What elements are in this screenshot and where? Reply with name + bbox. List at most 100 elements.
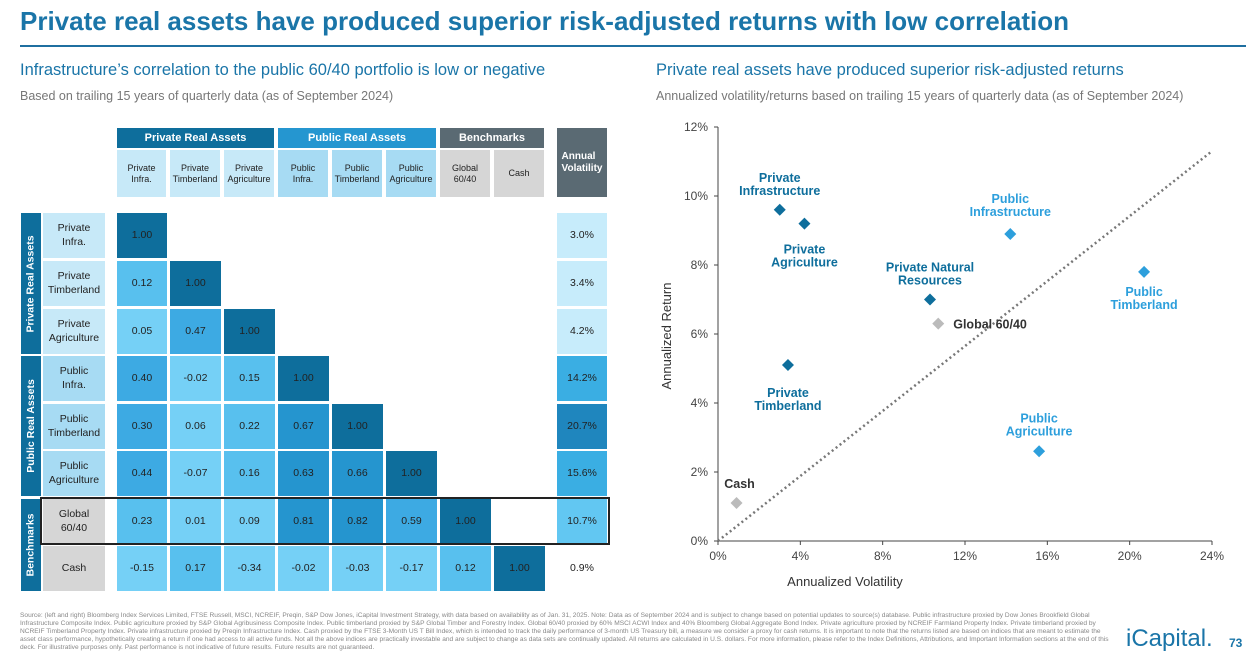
column-header: Cash xyxy=(494,150,544,197)
correlation-cell: 0.44 xyxy=(117,451,167,496)
data-point-label-line: Cash xyxy=(724,477,755,491)
correlation-cell: -0.34 xyxy=(224,546,275,591)
volatility-cell: 4.2% xyxy=(557,309,607,354)
y-axis-label: Annualized Return xyxy=(659,283,674,390)
volatility-cell: 15.6% xyxy=(557,451,607,496)
row-header: Private Agriculture xyxy=(43,309,105,354)
y-tick-label: 10% xyxy=(684,189,708,203)
highlight-global-6040 xyxy=(40,497,610,545)
correlation-cell: -0.02 xyxy=(170,356,221,401)
correlation-cell: 0.12 xyxy=(440,546,491,591)
page-title: Private real assets have produced superi… xyxy=(20,6,1070,36)
correlation-cell: 0.59 xyxy=(386,499,437,544)
y-tick-label: 2% xyxy=(691,465,709,479)
data-point-label: Public Timberland xyxy=(1110,285,1177,312)
correlation-cell: 0.47 xyxy=(170,309,221,354)
correlation-cell: 1.00 xyxy=(440,499,491,544)
row-header: Global 60/40 xyxy=(43,499,105,544)
data-point-marker xyxy=(932,317,945,330)
row-header: Cash xyxy=(43,546,105,591)
icapital-logo: iCapital. xyxy=(1126,625,1213,652)
column-group-header: Benchmarks xyxy=(440,128,544,148)
data-point-label-line: Resources xyxy=(898,274,962,288)
row-header: Public Timberland xyxy=(43,404,105,449)
x-tick-label: 8% xyxy=(874,549,892,563)
column-header: Public Agriculture xyxy=(386,150,436,197)
correlation-cell: 0.01 xyxy=(170,499,221,544)
y-tick-label: 12% xyxy=(684,120,708,134)
data-point-label: Private Infrastructure xyxy=(739,171,820,198)
data-point-label-line: Public xyxy=(1125,285,1163,299)
data-point-label-line: Infrastructure xyxy=(970,205,1051,219)
x-tick-label: 20% xyxy=(1118,549,1142,563)
row-header: Private Infra. xyxy=(43,213,105,258)
column-group-header: Public Real Assets xyxy=(278,128,436,148)
data-point-marker xyxy=(730,497,743,510)
data-point-label-line: Agriculture xyxy=(1006,424,1073,438)
data-point-label-line: Agriculture xyxy=(771,256,838,270)
correlation-cell: -0.03 xyxy=(332,546,383,591)
correlation-cell: 0.81 xyxy=(278,499,329,544)
column-header: Private Agriculture xyxy=(224,150,274,197)
row-header: Private Timberland xyxy=(43,261,105,306)
data-point-label: Private Agriculture xyxy=(771,243,838,270)
reference-line xyxy=(717,150,1213,542)
data-point-label: Cash xyxy=(724,477,755,491)
right-note: Annualized volatility/returns based on t… xyxy=(656,89,1184,103)
row-group-label: Private Real Assets xyxy=(21,213,41,354)
correlation-cell: 0.67 xyxy=(278,404,329,449)
data-point-marker xyxy=(1033,445,1046,458)
data-point-marker xyxy=(773,203,786,216)
data-point-label-line: Private xyxy=(784,243,826,257)
correlation-cell: 0.05 xyxy=(117,309,167,354)
column-header: Private Infra. xyxy=(117,150,166,197)
volatility-cell: 14.2% xyxy=(557,356,607,401)
data-point-label-line: Private Natural xyxy=(886,261,974,275)
x-tick-label: 12% xyxy=(953,549,977,563)
row-group-label-text: Private Real Assets xyxy=(25,234,37,333)
y-tick-label: 4% xyxy=(691,396,709,410)
right-subtitle: Private real assets have produced superi… xyxy=(656,61,1124,79)
volatility-cell: 20.7% xyxy=(557,404,607,449)
x-tick-label: 4% xyxy=(792,549,810,563)
correlation-cell: -0.15 xyxy=(117,546,167,591)
data-point-label: Private Natural Resources xyxy=(886,261,974,288)
left-note: Based on trailing 15 years of quarterly … xyxy=(20,89,394,103)
correlation-cell: 0.63 xyxy=(278,451,329,496)
volatility-cell: 0.9% xyxy=(557,546,607,591)
correlation-cell: -0.02 xyxy=(278,546,329,591)
data-point-label-line: Private xyxy=(767,386,809,400)
row-group-label-text: Public Real Assets xyxy=(25,379,38,473)
column-group-header: Private Real Assets xyxy=(117,128,274,148)
correlation-cell: 0.17 xyxy=(170,546,221,591)
x-tick-label: 24% xyxy=(1200,549,1224,563)
data-point-label-line: Public xyxy=(992,192,1030,206)
data-point-label-line: Private xyxy=(759,171,801,185)
column-header: Public Timberland xyxy=(332,150,382,197)
correlation-cell: 0.82 xyxy=(332,499,383,544)
data-point-marker xyxy=(798,217,811,230)
data-point-label: Public Infrastructure xyxy=(970,192,1051,219)
correlation-cell: 1.00 xyxy=(278,356,329,401)
x-axis-label: Annualized Volatility xyxy=(787,574,903,589)
correlation-cell: 0.16 xyxy=(224,451,275,496)
data-point-label-line: Timberland xyxy=(754,399,821,413)
page-number: 73 xyxy=(1229,636,1243,650)
data-point-label: Private Timberland xyxy=(754,386,821,413)
data-point-label: Global 60/40 xyxy=(953,318,1027,332)
data-point-marker xyxy=(1138,265,1151,278)
correlation-cell: 0.09 xyxy=(224,499,275,544)
column-header: Private Timberland xyxy=(170,150,220,197)
volatility-cell: 3.0% xyxy=(557,213,607,258)
correlation-cell: 0.23 xyxy=(117,499,167,544)
correlation-cell: 1.00 xyxy=(332,404,383,449)
row-header: Public Infra. xyxy=(43,356,105,401)
y-tick-label: 8% xyxy=(691,258,709,272)
data-point-label-line: Infrastructure xyxy=(739,184,820,198)
correlation-cell: -0.07 xyxy=(170,451,221,496)
correlation-cell: 0.15 xyxy=(224,356,275,401)
correlation-cell: 1.00 xyxy=(224,309,275,354)
y-tick-label: 0% xyxy=(691,534,709,548)
column-header: Public Infra. xyxy=(278,150,328,197)
correlation-cell: 1.00 xyxy=(494,546,545,591)
